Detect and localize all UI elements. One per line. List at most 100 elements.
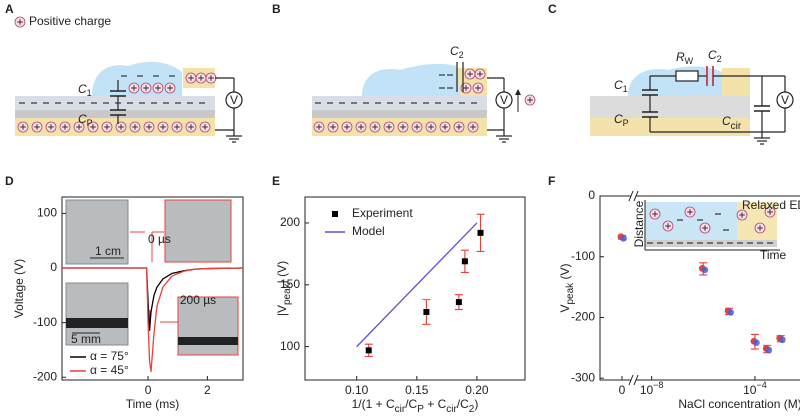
axis-break (628, 374, 634, 386)
panel-label: F (548, 174, 555, 188)
y-tick-label: -300 (571, 370, 595, 384)
legend-label: Model (352, 224, 385, 238)
inset-x-label: Time (760, 248, 787, 262)
text-part: Voltage (V) (12, 259, 26, 318)
text-part: /C (405, 397, 417, 411)
panel-label: D (5, 174, 14, 188)
tick-text: 0 (145, 383, 152, 397)
y-tick-label: 100 (37, 206, 57, 220)
text-part: | (V) (275, 261, 289, 283)
text-part: C (614, 112, 623, 126)
tick-text: 0.15 (405, 383, 429, 397)
panel-label: A (5, 2, 14, 16)
ccir-label: Ccir (722, 114, 742, 131)
text-part: Time (ms) (126, 397, 180, 411)
voltmeter-label: V (230, 93, 238, 107)
text-part: R (676, 50, 685, 64)
subscript: W (685, 56, 694, 66)
panel-label: B (272, 2, 281, 16)
c2-label: C2 (450, 44, 464, 60)
y-axis-label: Voltage (V) (12, 259, 26, 318)
tick-exponent: −4 (756, 380, 766, 390)
droplet (628, 66, 722, 96)
x-tick-label: 2 (204, 383, 211, 397)
data-point (753, 339, 760, 347)
text-part: C (78, 82, 87, 96)
subscript: P (417, 404, 424, 415)
data-point (461, 258, 468, 265)
dielectric-layer (590, 96, 750, 118)
inset-y-label: Distance (632, 200, 646, 247)
data-point (365, 347, 372, 354)
inset-photo (177, 296, 239, 356)
subscript: P (87, 118, 93, 128)
tick-text: 0.10 (345, 383, 369, 397)
inset-photo (65, 199, 129, 265)
axis-break-gap (631, 374, 636, 386)
text-part: C (614, 78, 623, 92)
x-axis-label: 1/(1 + Ccir/CP + Ccir/C2) (352, 397, 479, 414)
legend-swatch (332, 211, 338, 217)
x-axis-label: NaCl concentration (M) (678, 397, 800, 411)
legend-label: Experiment (352, 206, 413, 220)
axis-break (633, 374, 639, 386)
axis-break (628, 190, 634, 202)
subscript: 1 (87, 88, 92, 98)
subscript: cir (395, 404, 406, 415)
model-line (356, 222, 478, 348)
x-tick-label: 0.15 (405, 383, 429, 397)
subscript: cir (731, 121, 742, 132)
voltmeter-label: V (500, 93, 508, 107)
c2-label: C2 (708, 48, 722, 64)
text-part: 1/(1 + C (352, 397, 395, 411)
data-point (455, 299, 462, 306)
text-part: V (558, 305, 572, 313)
annotation: 200 µs (180, 293, 216, 307)
y-tick-label: 150 (280, 277, 300, 291)
text-part: (V) (558, 263, 572, 282)
panel-label: E (272, 174, 280, 188)
y-tick-label: 100 (280, 339, 300, 353)
y-tick-label: -200 (33, 369, 57, 383)
panel-label: C (548, 2, 557, 16)
subscript: peak (565, 282, 576, 305)
axis-break (633, 190, 639, 202)
subscript: 1 (623, 84, 628, 94)
x-tick-label: 0 (619, 383, 626, 397)
text-part: /C (457, 397, 469, 411)
scale-bar-label: 1 cm (95, 244, 121, 258)
text-part: C (78, 112, 87, 126)
tick-text: 0.20 (465, 383, 489, 397)
c1-label: C1 (78, 82, 92, 98)
plot-frame (599, 195, 800, 381)
substrate-layer (15, 110, 215, 118)
cp-label: CP (78, 112, 93, 128)
y-axis-label: Vpeak (V) (558, 263, 575, 312)
text-part: C (450, 44, 459, 58)
y-tick-label: 0 (50, 260, 57, 274)
x-tick-label: 0.20 (465, 383, 489, 397)
text-part: C (708, 48, 717, 62)
y-tick-label: 200 (280, 215, 300, 229)
data-point (778, 336, 786, 344)
plot-frame (61, 196, 244, 381)
data-point (423, 308, 430, 315)
text-part: + C (424, 397, 447, 411)
tick-text: 0 (619, 383, 626, 397)
y-tick-label: -100 (33, 315, 57, 329)
photo-substrate (178, 337, 238, 345)
x-axis-label: Time (ms) (126, 397, 180, 411)
legend-label: Positive charge (29, 14, 111, 28)
droplet (362, 63, 460, 96)
voltmeter-label: V (781, 93, 789, 107)
inset-photo (164, 199, 232, 263)
data-point (620, 234, 627, 242)
x-tick-label: 10−8 (640, 380, 664, 397)
annotation: 0 µs (148, 232, 171, 246)
electrode-layer (15, 118, 215, 136)
top-electrode (722, 68, 750, 96)
series-line (62, 267, 244, 372)
subscript: 2 (469, 404, 475, 415)
inset-photo (65, 282, 129, 346)
